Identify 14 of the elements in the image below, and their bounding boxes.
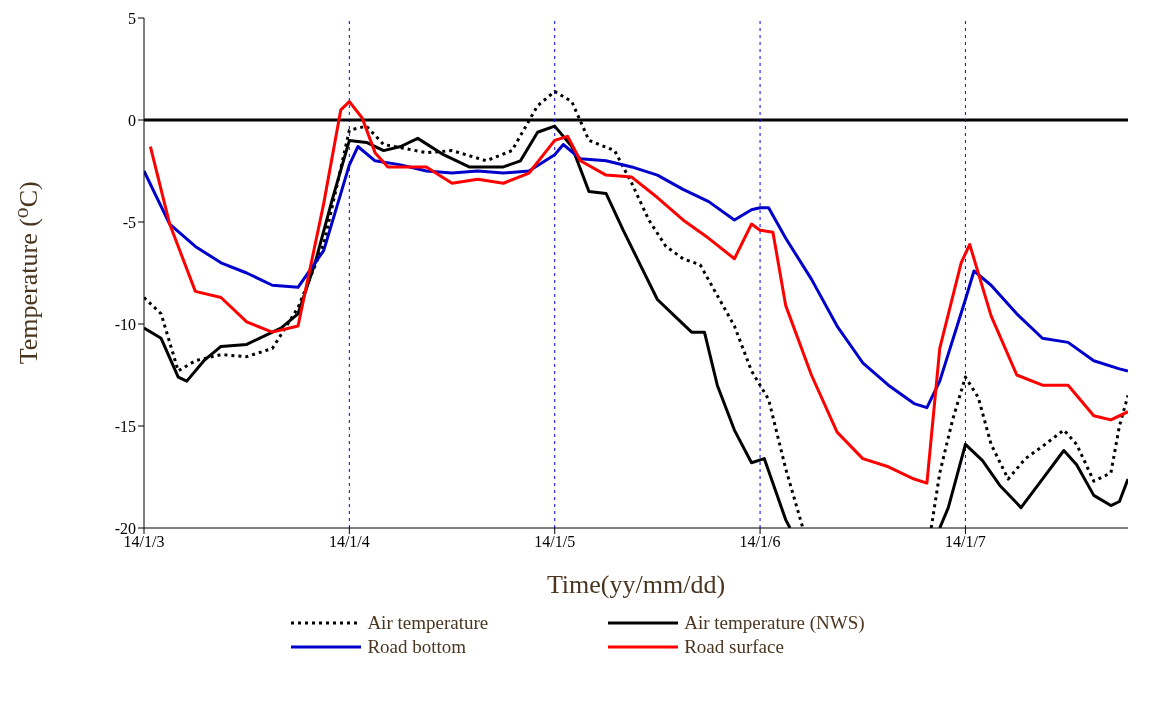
y-tick-label: -5 <box>122 213 136 231</box>
y-tick-label: 5 <box>128 9 136 27</box>
x-axis-title: Time(yy/mm/dd) <box>546 570 726 599</box>
x-tick-label: 14/1/7 <box>944 533 986 551</box>
y-tick-label: -10 <box>114 315 136 333</box>
x-tick-label: 14/1/5 <box>534 533 576 551</box>
x-tick-label: 14/1/4 <box>328 533 370 551</box>
legend-label: Road surface <box>684 636 784 658</box>
legend-label: Air temperature <box>367 612 489 634</box>
y-tick-label: 0 <box>128 111 136 129</box>
y-tick-label: -15 <box>114 417 136 435</box>
legend-label: Air temperature (NWS) <box>684 612 865 634</box>
legend-label: Road bottom <box>367 636 467 658</box>
x-tick-label: 14/1/6 <box>739 533 781 551</box>
